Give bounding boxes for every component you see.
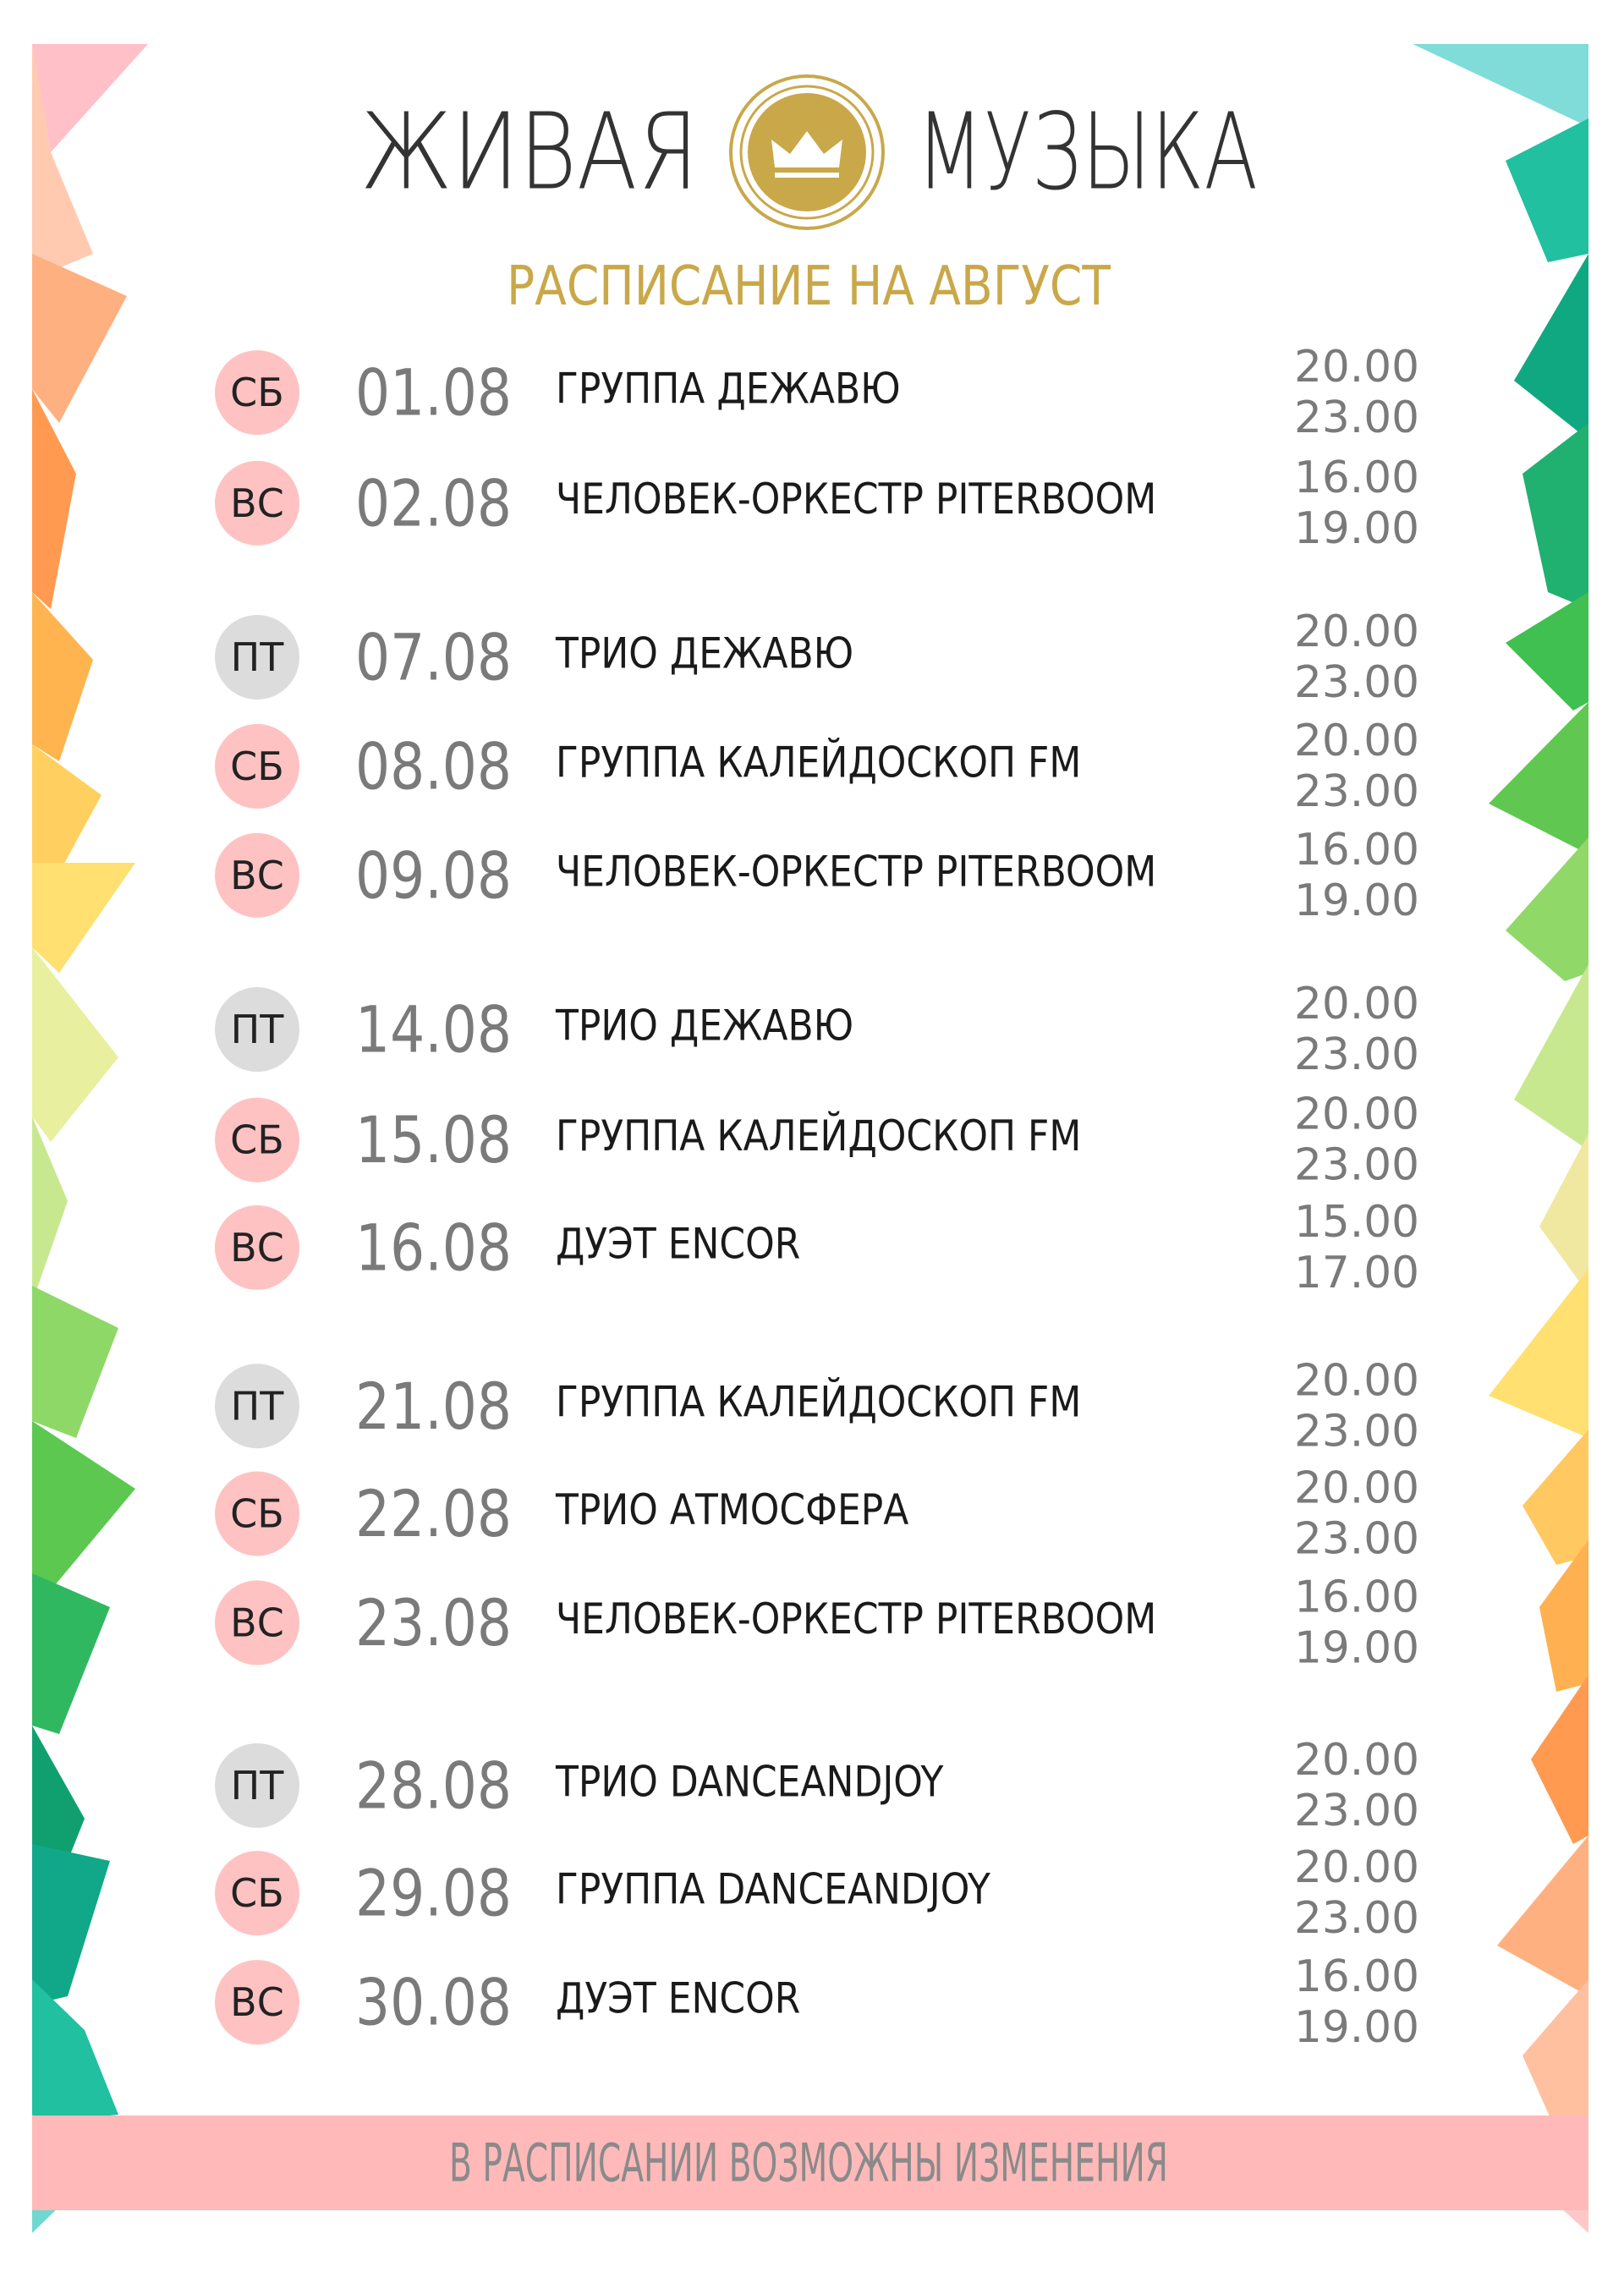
- date: 15.08: [355, 1102, 512, 1177]
- date: 01.08: [355, 355, 512, 431]
- brand-right: МУЗЫКА: [916, 91, 1258, 214]
- day: ВС: [230, 1225, 284, 1270]
- day: СБ: [230, 1870, 284, 1916]
- event: ДУЭТ ENCOR: [556, 1220, 800, 1269]
- event: ЧЕЛОВЕК-ОРКЕСТР PITERBOOM: [556, 475, 1156, 524]
- event: ТРИО АТМОСФЕРА: [555, 1485, 908, 1534]
- event: ЧЕЛОВЕК-ОРКЕСТР PITERBOOM: [556, 1594, 1156, 1644]
- date: 07.08: [355, 619, 512, 694]
- brand-left: ЖИВАЯ: [360, 91, 699, 214]
- date: 08.08: [355, 728, 512, 804]
- time: 23.00: [1294, 1140, 1419, 1191]
- time: 20.00: [1294, 1735, 1419, 1786]
- event: ТРИО ДЕЖАВЮ: [555, 1002, 853, 1051]
- day: СБ: [230, 1117, 284, 1163]
- day-badge: [215, 350, 299, 436]
- day-badge: [215, 1364, 299, 1449]
- day: СБ: [230, 744, 284, 789]
- day: СБ: [230, 370, 284, 415]
- left-decoration: [32, 44, 148, 2233]
- time: 20.00: [1294, 716, 1419, 766]
- time: 23.00: [1294, 1786, 1419, 1836]
- event: ДУЭТ ENCOR: [556, 1974, 800, 2023]
- time: 23.00: [1294, 1029, 1419, 1080]
- time: 19.00: [1294, 1622, 1419, 1673]
- time: 20.00: [1294, 1089, 1419, 1140]
- event: ГРУППА КАЛЕЙДОСКОП FM: [556, 738, 1081, 788]
- footer-note: В РАСПИСАНИИ ВОЗМОЖНЫ ИЗМЕНЕНИЯ: [449, 2132, 1168, 2194]
- logo: [729, 74, 885, 230]
- day: ПТ: [231, 634, 285, 680]
- date: 30.08: [355, 1965, 512, 2040]
- day-badge: [215, 832, 299, 918]
- time: 23.00: [1294, 1406, 1419, 1457]
- event: ГРУППА ДЕЖАВЮ: [556, 365, 901, 414]
- event: ЧЕЛОВЕК-ОРКЕСТР PITERBOOM: [556, 848, 1156, 897]
- date: 14.08: [355, 992, 512, 1067]
- time: 20.00: [1294, 606, 1419, 657]
- event: ТРИО DANCEANDJOY: [555, 1758, 944, 1807]
- day: ПТ: [231, 1763, 285, 1808]
- day: ПТ: [231, 1007, 285, 1052]
- day-badge: [215, 1471, 299, 1556]
- time: 15.00: [1294, 1197, 1419, 1248]
- time: 23.00: [1294, 657, 1419, 708]
- day: ПТ: [231, 1383, 285, 1429]
- day-badge: [215, 1742, 299, 1828]
- time: 20.00: [1294, 342, 1419, 392]
- event: ГРУППА DANCEANDJOY: [556, 1865, 990, 1914]
- time: 23.00: [1294, 766, 1419, 817]
- day-badge: [215, 987, 299, 1073]
- time: 20.00: [1294, 1355, 1419, 1406]
- date: 21.08: [355, 1369, 512, 1444]
- day: ВС: [230, 1600, 284, 1645]
- time: 20.00: [1294, 1463, 1419, 1513]
- date: 28.08: [355, 1748, 512, 1823]
- time: 16.00: [1294, 1572, 1419, 1622]
- time: 20.00: [1294, 979, 1419, 1029]
- date: 22.08: [355, 1476, 512, 1551]
- day-badge: [215, 1960, 299, 2045]
- day: ВС: [230, 1979, 284, 2025]
- time: 19.00: [1294, 875, 1419, 926]
- time: 16.00: [1294, 825, 1419, 875]
- date: 02.08: [355, 465, 512, 541]
- time: 16.00: [1294, 1951, 1419, 2002]
- day-badge: [215, 1205, 299, 1290]
- event: ТРИО ДЕЖАВЮ: [555, 629, 853, 678]
- footer-band: [32, 2116, 1588, 2210]
- date: 23.08: [355, 1585, 512, 1660]
- time: 19.00: [1294, 2002, 1419, 2053]
- day: СБ: [230, 1490, 284, 1536]
- day-badge: [215, 723, 299, 809]
- time: 23.00: [1294, 392, 1419, 443]
- day-badge: [215, 614, 299, 700]
- subtitle: РАСПИСАНИЕ НА АВГУСТ: [507, 255, 1111, 318]
- event: ГРУППА КАЛЕЙДОСКОП FM: [556, 1378, 1081, 1427]
- day-badge: [215, 1097, 299, 1183]
- time: 16.00: [1294, 453, 1419, 503]
- time: 17.00: [1294, 1248, 1419, 1298]
- day: ВС: [230, 853, 284, 898]
- day: ВС: [230, 480, 284, 526]
- date: 29.08: [355, 1856, 512, 1931]
- event: ГРУППА КАЛЕЙДОСКОП FM: [556, 1112, 1081, 1161]
- time: 23.00: [1294, 1893, 1419, 1944]
- date: 16.08: [355, 1210, 512, 1285]
- date: 09.08: [355, 837, 512, 913]
- day-badge: [215, 1580, 299, 1666]
- day-badge: [215, 460, 299, 546]
- day-badge: [215, 1851, 299, 1936]
- time: 19.00: [1294, 503, 1419, 554]
- right-decoration: [1413, 44, 1588, 2233]
- time: 23.00: [1294, 1513, 1419, 1564]
- time: 20.00: [1294, 1842, 1419, 1893]
